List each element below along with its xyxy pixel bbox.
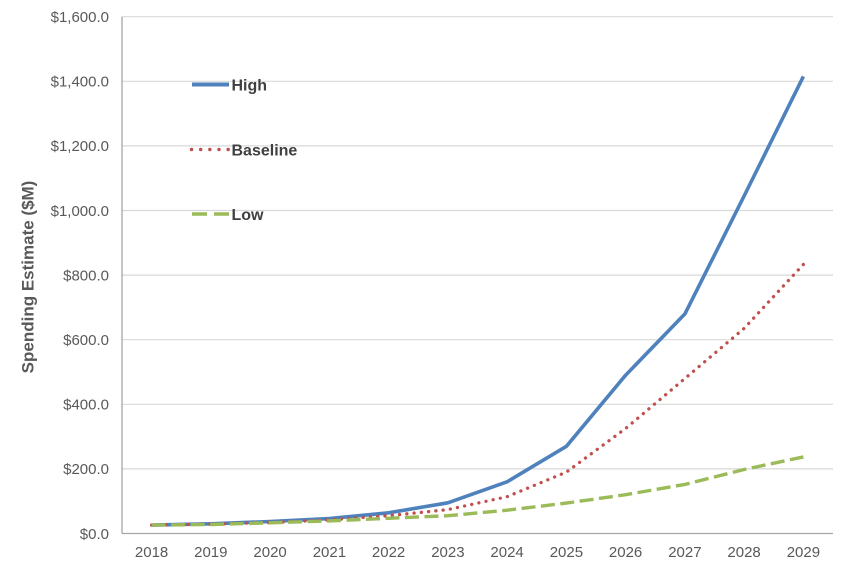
svg-text:$1,000.0: $1,000.0	[51, 203, 109, 220]
svg-text:2020: 2020	[253, 544, 286, 561]
svg-text:2029: 2029	[787, 544, 820, 561]
svg-text:High: High	[232, 77, 268, 94]
svg-text:$800.0: $800.0	[63, 267, 109, 284]
svg-text:$600.0: $600.0	[63, 332, 109, 349]
svg-text:2018: 2018	[135, 544, 168, 561]
svg-text:2019: 2019	[194, 544, 227, 561]
svg-text:2023: 2023	[431, 544, 464, 561]
svg-text:$1,400.0: $1,400.0	[51, 74, 109, 91]
svg-text:$200.0: $200.0	[63, 461, 109, 478]
svg-text:Low: Low	[232, 207, 265, 224]
svg-text:2025: 2025	[550, 544, 583, 561]
svg-text:2021: 2021	[313, 544, 346, 561]
svg-text:$0.0: $0.0	[80, 526, 109, 543]
svg-text:2022: 2022	[372, 544, 405, 561]
svg-text:2024: 2024	[490, 544, 523, 561]
svg-text:2028: 2028	[727, 544, 760, 561]
svg-text:$1,600.0: $1,600.0	[51, 9, 109, 26]
svg-text:$1,200.0: $1,200.0	[51, 138, 109, 155]
svg-text:Baseline: Baseline	[232, 142, 298, 159]
svg-text:2027: 2027	[668, 544, 701, 561]
svg-text:2026: 2026	[609, 544, 642, 561]
svg-text:$400.0: $400.0	[63, 397, 109, 414]
svg-text:Spending Estimate ($M): Spending Estimate ($M)	[19, 181, 38, 374]
